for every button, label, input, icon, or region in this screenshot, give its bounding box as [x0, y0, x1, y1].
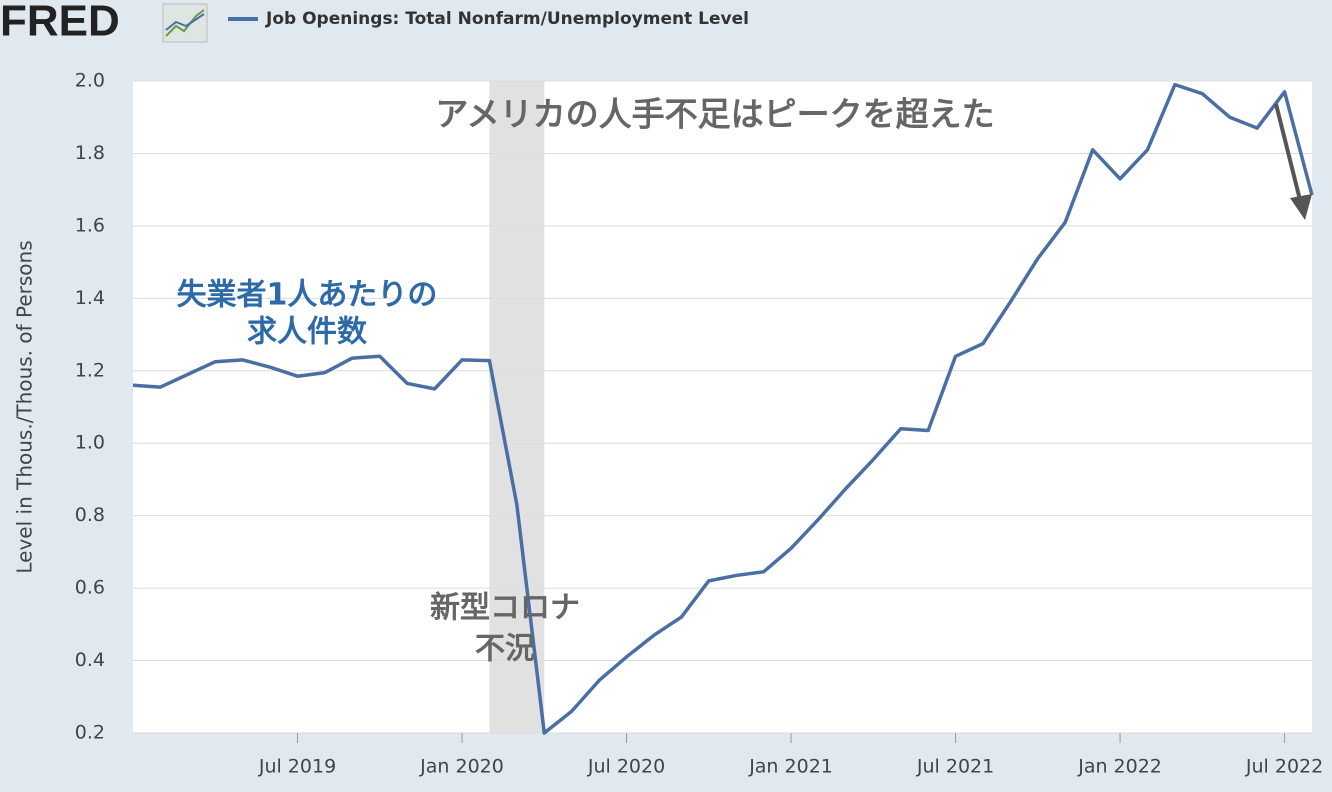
y-tick-label: 1.0 [75, 432, 105, 454]
x-tick-label: Jan 2022 [1077, 756, 1162, 778]
annotation-peak: アメリカの人手不足はピークを超えた [435, 95, 994, 134]
annotation-series: 失業者1人あたりの [177, 278, 438, 313]
y-tick-label: 0.8 [75, 504, 105, 526]
logo-icon [162, 3, 208, 43]
annotation-recession: 不況 [475, 632, 535, 667]
x-tick-label: Jul 2020 [587, 756, 665, 778]
plot: 0.2 0.4 0.6 0.8 1.0 1.2 1.4 1.6 1.8 2.0 Jul 2019 Ja… [75, 70, 1323, 778]
y-tick-label: 1.8 [75, 142, 105, 164]
x-tick-label: Jul 2021 [916, 756, 994, 778]
annotation-series: 求人件数 [247, 315, 368, 350]
y-tick-label: 1.6 [75, 214, 105, 236]
logo: FRED [0, 0, 120, 46]
y-tick-label: 2.0 [75, 70, 105, 92]
y-tick-label: 0.2 [75, 722, 105, 744]
x-tick-label: Jul 2022 [1245, 756, 1323, 778]
x-tick-label: Jul 2019 [258, 756, 336, 778]
x-tick-label: Jan 2021 [748, 756, 833, 778]
plot-area [133, 81, 1312, 733]
series-line [132, 82, 1314, 735]
y-tick-label: 0.4 [75, 649, 105, 671]
y-tick-label: 0.6 [75, 577, 105, 599]
annotation-recession: 新型コロナ [430, 591, 580, 626]
y-tick-label: 1.2 [75, 359, 105, 381]
legend-label: Job Openings: Total Nonfarm/Unemployment… [265, 9, 749, 29]
x-tick-label: Jan 2020 [419, 756, 504, 778]
y-tick-label: 1.4 [75, 287, 105, 309]
arrow [1274, 103, 1312, 220]
y-axis-label: Level in Thous./Thous. of Persons [13, 240, 37, 573]
